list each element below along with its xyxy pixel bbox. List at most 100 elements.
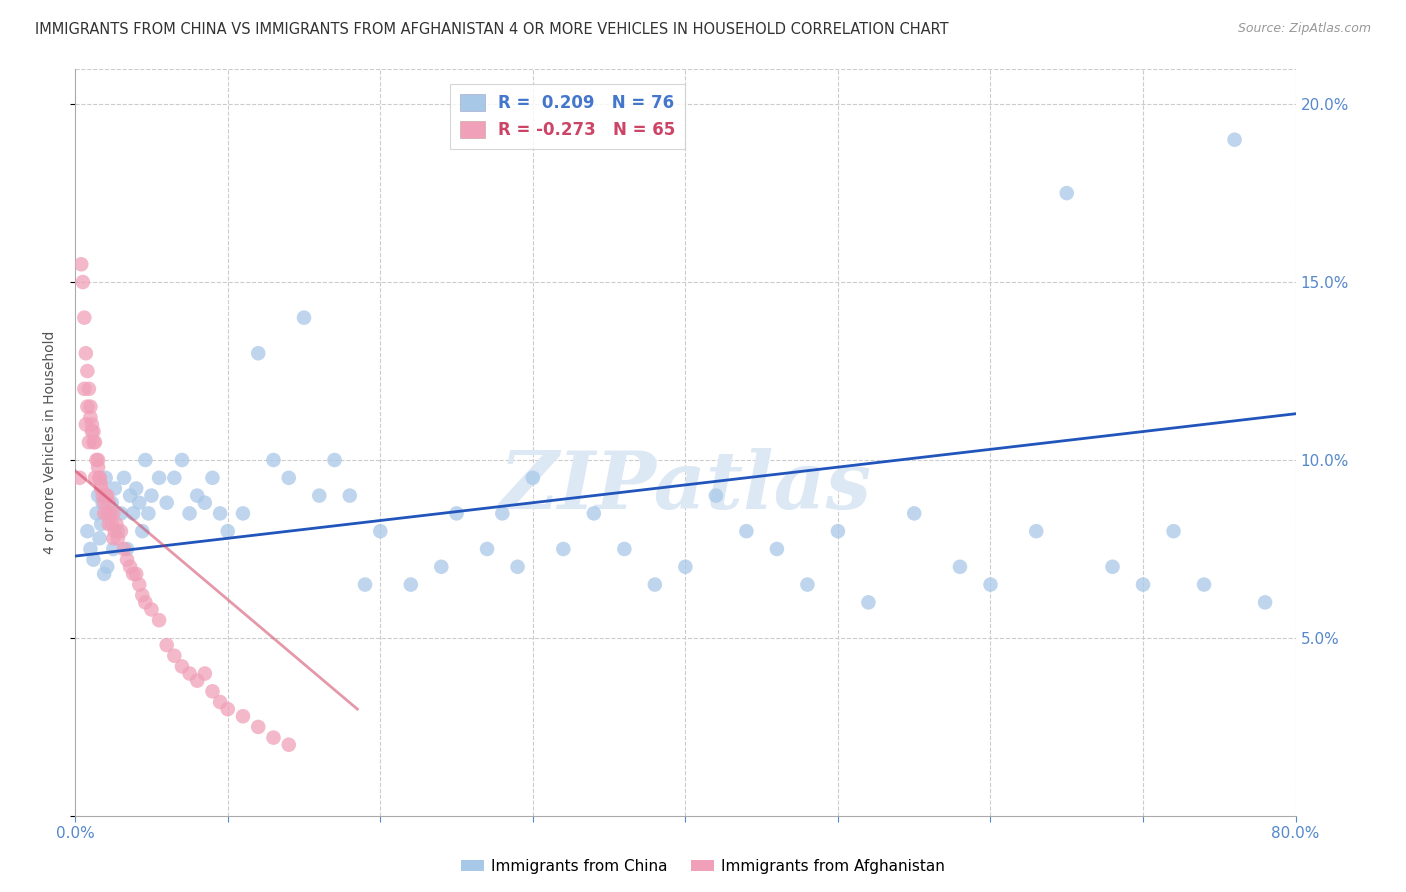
Point xyxy=(97,507,120,521)
Point xyxy=(354,577,377,591)
Point xyxy=(209,507,232,521)
Point xyxy=(107,531,129,545)
Point xyxy=(105,517,128,532)
Point xyxy=(201,471,224,485)
Point xyxy=(77,382,100,396)
Point xyxy=(903,507,925,521)
Point xyxy=(84,435,107,450)
Point xyxy=(89,531,111,545)
Point xyxy=(735,524,758,538)
Point xyxy=(170,453,193,467)
Point xyxy=(138,507,160,521)
Point xyxy=(613,541,636,556)
Point xyxy=(1132,577,1154,591)
Point xyxy=(104,482,127,496)
Point xyxy=(110,524,132,538)
Point xyxy=(128,577,150,591)
Point xyxy=(89,471,111,485)
Point xyxy=(93,566,115,581)
Point xyxy=(87,489,110,503)
Point xyxy=(979,577,1001,591)
Point xyxy=(91,489,114,503)
Point xyxy=(673,559,696,574)
Point xyxy=(179,507,201,521)
Point xyxy=(84,471,107,485)
Point xyxy=(70,257,93,271)
Point xyxy=(475,541,498,556)
Point xyxy=(858,595,880,609)
Point xyxy=(148,471,170,485)
Point xyxy=(292,310,315,325)
Point xyxy=(115,552,138,566)
Text: Source: ZipAtlas.com: Source: ZipAtlas.com xyxy=(1237,22,1371,36)
Point xyxy=(76,400,98,414)
Point xyxy=(69,471,91,485)
Point xyxy=(553,541,575,556)
Point xyxy=(141,489,163,503)
Point xyxy=(201,684,224,698)
Point xyxy=(80,425,103,439)
Point xyxy=(103,531,125,545)
Point xyxy=(103,541,125,556)
Point xyxy=(75,417,97,432)
Point xyxy=(115,541,138,556)
Point xyxy=(112,471,135,485)
Point xyxy=(79,410,101,425)
Point xyxy=(134,453,156,467)
Point xyxy=(131,588,153,602)
Point xyxy=(87,460,110,475)
Point xyxy=(86,507,108,521)
Point xyxy=(156,638,179,652)
Point xyxy=(94,489,117,503)
Point xyxy=(446,507,468,521)
Point xyxy=(76,364,98,378)
Point xyxy=(827,524,849,538)
Point xyxy=(79,400,101,414)
Point xyxy=(90,478,112,492)
Text: IMMIGRANTS FROM CHINA VS IMMIGRANTS FROM AFGHANISTAN 4 OR MORE VEHICLES IN HOUSE: IMMIGRANTS FROM CHINA VS IMMIGRANTS FROM… xyxy=(35,22,949,37)
Point xyxy=(134,595,156,609)
Point xyxy=(232,709,254,723)
Point xyxy=(110,507,132,521)
Point xyxy=(232,507,254,521)
Point xyxy=(1056,186,1078,200)
Point xyxy=(170,659,193,673)
Point xyxy=(194,666,217,681)
Point xyxy=(1163,524,1185,538)
Point xyxy=(247,346,270,360)
Point xyxy=(1101,559,1123,574)
Point xyxy=(131,524,153,538)
Point xyxy=(263,731,285,745)
Legend: R =  0.209   N = 76, R = -0.273   N = 65: R = 0.209 N = 76, R = -0.273 N = 65 xyxy=(450,85,685,149)
Point xyxy=(308,489,330,503)
Point xyxy=(247,720,270,734)
Point xyxy=(77,435,100,450)
Point xyxy=(522,471,544,485)
Point xyxy=(163,648,186,663)
Point xyxy=(186,489,208,503)
Point xyxy=(368,524,391,538)
Point xyxy=(82,425,104,439)
Point xyxy=(82,552,104,566)
Point xyxy=(94,471,117,485)
Point xyxy=(120,559,142,574)
Point xyxy=(120,489,142,503)
Point xyxy=(96,489,118,503)
Point xyxy=(89,471,111,485)
Point xyxy=(125,482,148,496)
Point xyxy=(217,702,239,716)
Point xyxy=(103,507,125,521)
Point xyxy=(582,507,605,521)
Point xyxy=(1192,577,1215,591)
Point xyxy=(323,453,346,467)
Point xyxy=(90,482,112,496)
Point xyxy=(186,673,208,688)
Point xyxy=(91,496,114,510)
Point xyxy=(107,524,129,538)
Point xyxy=(217,524,239,538)
Text: ZIPatlas: ZIPatlas xyxy=(499,449,872,525)
Point xyxy=(101,496,124,510)
Point xyxy=(1025,524,1047,538)
Point xyxy=(506,559,529,574)
Point xyxy=(148,613,170,627)
